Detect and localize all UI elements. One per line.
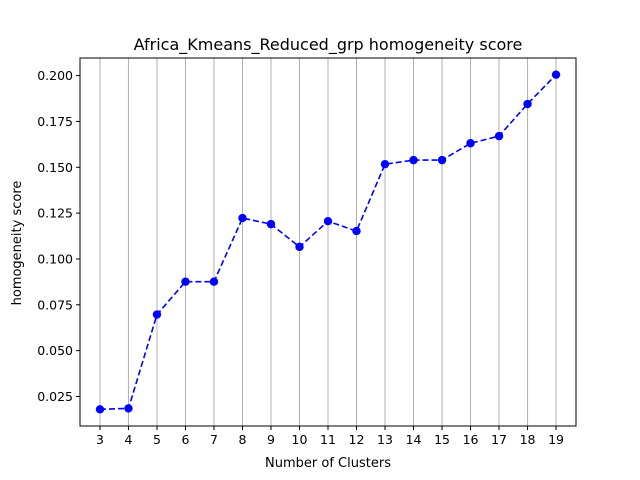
y-tick-label: 0.125 <box>37 206 73 221</box>
data-point <box>152 310 162 319</box>
x-tick-label: 5 <box>153 432 161 447</box>
data-point <box>323 216 333 226</box>
x-tick-label: 17 <box>491 432 507 447</box>
y-tick-label: 0.025 <box>37 389 73 404</box>
data-point <box>437 155 447 165</box>
data-point <box>523 99 532 109</box>
y-tick-label: 0.150 <box>37 160 73 175</box>
y-tick-label: 0.100 <box>37 251 73 266</box>
x-axis: 3 4 5 6 7 8 9 10 11 12 13 14 15 16 17 18 19 <box>96 426 564 447</box>
x-tick-label: 19 <box>548 432 564 447</box>
x-tick-label: 13 <box>377 432 393 447</box>
x-tick-label: 15 <box>434 432 450 447</box>
data-point <box>266 219 276 229</box>
data-point <box>124 404 133 413</box>
x-tick-label: 11 <box>320 432 336 447</box>
y-axis: 0.025 0.050 0.075 0.100 0.125 0.150 0.175 0.200 <box>37 68 80 404</box>
x-tick-label: 10 <box>292 432 308 447</box>
x-tick-label: 18 <box>520 432 536 447</box>
y-tick-label: 0.200 <box>37 68 73 83</box>
data-point <box>409 155 418 165</box>
x-tick-label: 6 <box>181 432 189 447</box>
y-tick-label: 0.175 <box>37 114 73 129</box>
data-point <box>380 159 390 169</box>
x-tick-label: 8 <box>239 432 247 447</box>
chart-title: Africa_Kmeans_Reduced_grp homogeneity sc… <box>134 35 523 55</box>
plot-area <box>95 70 561 414</box>
grid <box>99 58 557 426</box>
data-point <box>352 226 361 236</box>
data-point <box>181 277 190 286</box>
data-point <box>95 405 105 414</box>
x-tick-label: 3 <box>96 432 104 447</box>
x-tick-label: 12 <box>349 432 365 447</box>
data-point <box>209 277 219 286</box>
x-tick-label: 7 <box>210 432 218 447</box>
y-tick-label: 0.050 <box>37 343 73 358</box>
y-tick-label: 0.075 <box>37 297 73 312</box>
x-tick-label: 16 <box>463 432 479 447</box>
x-tick-label: 9 <box>267 432 275 447</box>
data-point <box>551 70 561 79</box>
data-point <box>494 131 504 141</box>
data-point <box>238 213 247 223</box>
x-tick-label: 4 <box>124 432 132 447</box>
x-axis-label: Number of Clusters <box>265 456 391 471</box>
x-tick-label: 14 <box>406 432 422 447</box>
y-axis-label: homogeneity score <box>10 181 25 306</box>
data-point <box>466 139 475 148</box>
data-point <box>295 242 304 252</box>
